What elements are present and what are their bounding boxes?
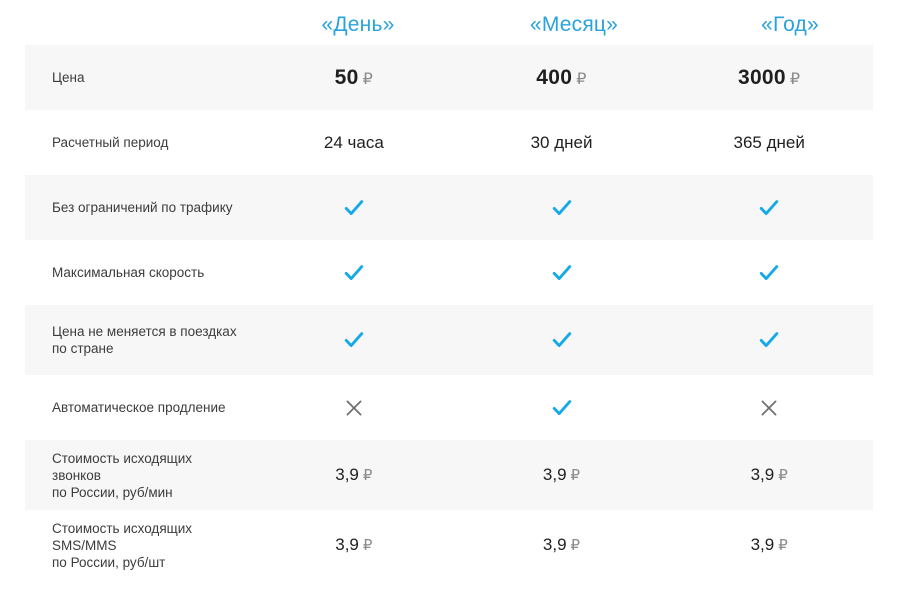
row-label-unlimited-traffic: Без ограничений по трафику (25, 199, 250, 216)
cell-billing-period-year: 365 дней (665, 133, 873, 153)
table-header-row: «День» «Месяц» «Год» (0, 0, 898, 45)
ruble-symbol: ₽ (570, 537, 581, 554)
cell-outgoing-sms-mms-month: 3,9 ₽ (458, 535, 666, 555)
check-icon (551, 197, 573, 219)
cell-max-speed-day (250, 262, 458, 284)
check-icon (551, 329, 573, 351)
ruble-symbol: ₽ (362, 467, 373, 484)
row-label-outgoing-calls: Стоимость исходящих звонков по России, ру… (25, 450, 250, 501)
row-label-line1: Цена не меняется в поездках (52, 324, 237, 339)
cell-unlimited-traffic-year (665, 197, 873, 219)
cell-value: 30 дней (530, 132, 593, 152)
table-row: Автоматическое продление (25, 375, 873, 440)
cell-billing-period-month: 30 дней (458, 133, 666, 153)
plan-header-year: «Год» (761, 13, 819, 36)
row-label-line2: по стране (52, 341, 114, 356)
row-label-line2: по России, руб/мин (52, 484, 173, 500)
table-row: Стоимость исходящих SMS/MMS по России, ру… (25, 510, 873, 580)
check-icon (343, 262, 365, 284)
table-row: Без ограничений по трафику (25, 175, 873, 240)
table-row: Расчетный период 24 часа 30 дней 365 дней (25, 110, 873, 175)
row-label-billing-period: Расчетный период (25, 134, 250, 151)
table-row: Цена 50 ₽ 400 ₽ 3000 ₽ (25, 45, 873, 110)
cell-auto-renewal-year (665, 397, 873, 419)
cell-value: 24 часа (323, 132, 384, 152)
cell-outgoing-calls-day: 3,9 ₽ (250, 465, 458, 485)
cross-icon (758, 397, 780, 419)
cell-auto-renewal-day (250, 397, 458, 419)
cell-billing-period-day: 24 часа (250, 133, 458, 153)
row-label-line1: Расчетный период (52, 135, 169, 150)
row-label-max-speed: Максимальная скорость (25, 264, 250, 281)
row-label-price: Цена (25, 69, 250, 86)
rate-value: 3,9 ₽ (335, 465, 373, 484)
check-icon (551, 262, 573, 284)
row-label-price-nationwide: Цена не меняется в поездках по стране (25, 323, 250, 357)
row-label-line1: Автоматическое продление (52, 400, 226, 415)
cell-max-speed-year (665, 262, 873, 284)
rate-value: 3,9 ₽ (750, 465, 788, 484)
cell-price-nationwide-year (665, 329, 873, 351)
table-body: Цена 50 ₽ 400 ₽ 3000 ₽ Расчетный период 24 часа 3… (25, 45, 873, 580)
cell-value: 365 дней (733, 132, 805, 152)
cell-max-speed-month (458, 262, 666, 284)
cell-price-nationwide-day (250, 329, 458, 351)
row-label-line2: по России, руб/шт (52, 554, 166, 570)
table-row: Максимальная скорость (25, 240, 873, 305)
cell-auto-renewal-month (458, 397, 666, 419)
cell-outgoing-sms-mms-year: 3,9 ₽ (665, 535, 873, 555)
cell-price-year: 3000 ₽ (665, 66, 873, 90)
rate-value: 3,9 ₽ (335, 535, 373, 554)
check-icon (758, 197, 780, 219)
cell-unlimited-traffic-month (458, 197, 666, 219)
check-icon (343, 329, 365, 351)
rate-value: 3,9 ₽ (750, 535, 788, 554)
row-label-auto-renewal: Автоматическое продление (25, 399, 250, 416)
rate-value: 3,9 ₽ (542, 465, 581, 484)
row-label-line1: Максимальная скорость (52, 265, 205, 280)
row-label-line1: Стоимость исходящих звонков (52, 450, 193, 483)
ruble-symbol: ₽ (576, 70, 587, 88)
rate-value: 3,9 ₽ (542, 535, 581, 554)
check-icon (758, 262, 780, 284)
row-label-line1: Цена (52, 70, 85, 85)
cell-price-day: 50 ₽ (250, 66, 458, 90)
cell-outgoing-calls-month: 3,9 ₽ (458, 465, 666, 485)
check-icon (758, 329, 780, 351)
ruble-symbol: ₽ (789, 70, 801, 88)
price-value: 50 ₽ (334, 65, 374, 89)
ruble-symbol: ₽ (570, 467, 581, 484)
ruble-symbol: ₽ (778, 537, 788, 554)
check-icon (343, 197, 365, 219)
row-label-line1: Без ограничений по трафику (52, 200, 233, 215)
cross-icon (343, 397, 365, 419)
price-value: 3000 ₽ (737, 65, 801, 89)
ruble-symbol: ₽ (362, 537, 373, 554)
cell-outgoing-calls-year: 3,9 ₽ (665, 465, 873, 485)
cell-unlimited-traffic-day (250, 197, 458, 219)
ruble-symbol: ₽ (778, 467, 788, 484)
plan-header-month: «Месяц» (529, 13, 619, 36)
cell-outgoing-sms-mms-day: 3,9 ₽ (250, 535, 458, 555)
cell-price-month: 400 ₽ (458, 66, 666, 90)
price-value: 400 ₽ (536, 65, 587, 89)
row-label-line1: Стоимость исходящих SMS/MMS (52, 520, 193, 553)
cell-price-nationwide-month (458, 329, 666, 351)
ruble-symbol: ₽ (362, 70, 374, 88)
plan-header-day: «День» (321, 13, 395, 36)
check-icon (551, 397, 573, 419)
table-row: Цена не меняется в поездках по стране (25, 305, 873, 375)
row-label-outgoing-sms-mms: Стоимость исходящих SMS/MMS по России, ру… (25, 520, 250, 571)
table-row: Стоимость исходящих звонков по России, ру… (25, 440, 873, 510)
